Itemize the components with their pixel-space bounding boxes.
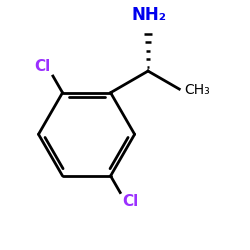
Text: CH₃: CH₃ bbox=[184, 83, 210, 97]
Text: Cl: Cl bbox=[34, 59, 50, 74]
Text: NH₂: NH₂ bbox=[132, 6, 167, 24]
Text: Cl: Cl bbox=[122, 194, 139, 210]
